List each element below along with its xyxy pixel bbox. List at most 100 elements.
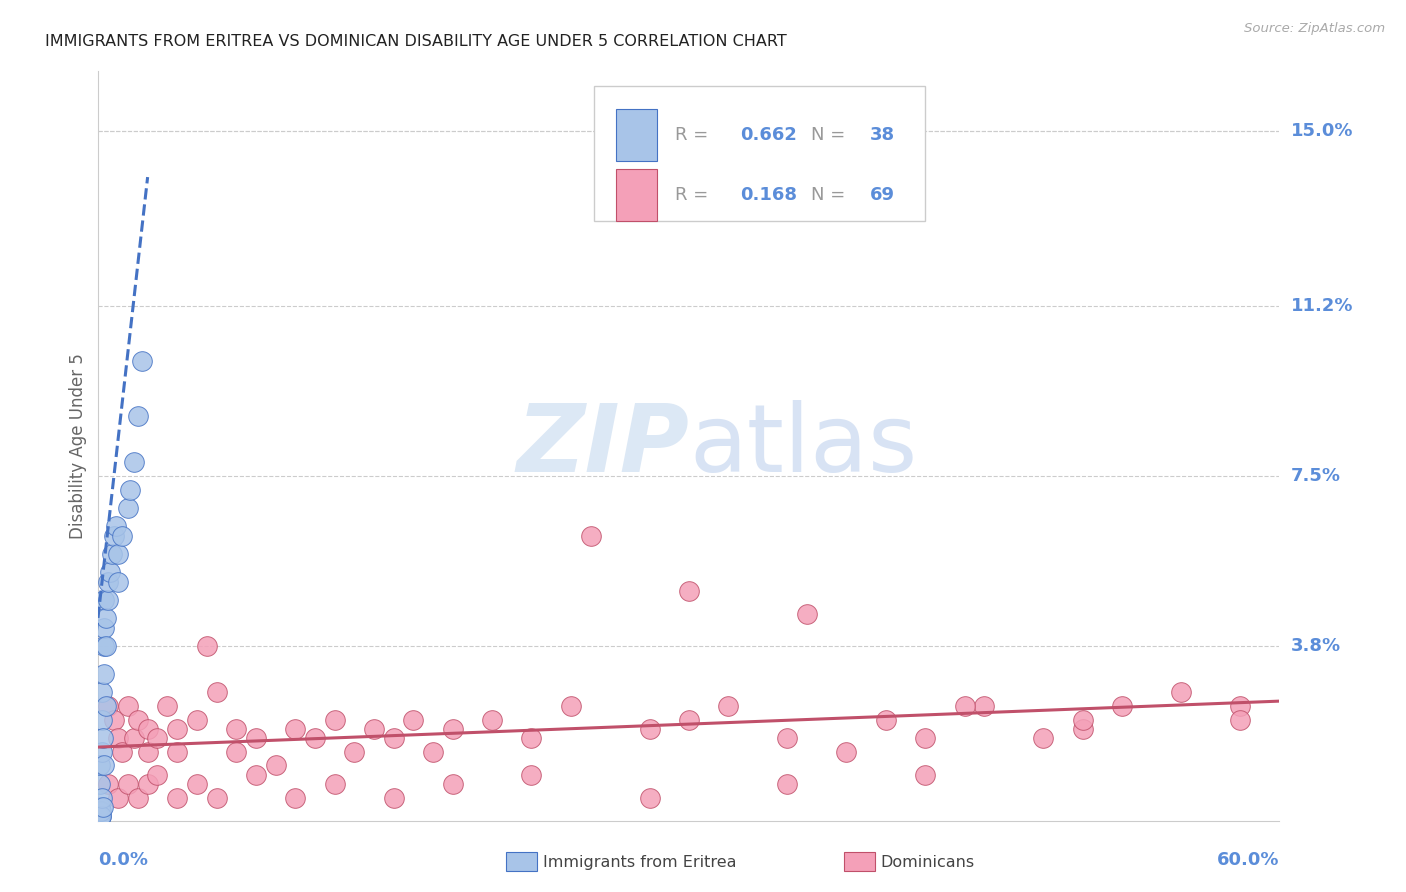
Point: [245, 731, 267, 745]
Point: [91, 685, 114, 699]
Point: [107, 790, 129, 805]
Point: [776, 731, 799, 745]
Point: [136, 745, 159, 759]
Point: [111, 745, 134, 759]
Text: Source: ZipAtlas.com: Source: ZipAtlas.com: [1244, 22, 1385, 36]
Point: [96, 639, 118, 653]
Text: IMMIGRANTS FROM ERITREA VS DOMINICAN DISABILITY AGE UNDER 5 CORRELATION CHART: IMMIGRANTS FROM ERITREA VS DOMINICAN DIS…: [45, 35, 787, 49]
Point: [717, 698, 740, 713]
Point: [363, 722, 385, 736]
Point: [481, 713, 503, 727]
Text: atlas: atlas: [689, 400, 917, 492]
Point: [264, 758, 287, 772]
Text: 15.0%: 15.0%: [1291, 122, 1353, 140]
Point: [107, 574, 129, 589]
Point: [166, 722, 188, 736]
Point: [117, 777, 139, 791]
Point: [343, 745, 366, 759]
Text: 0.168: 0.168: [740, 186, 797, 204]
Text: ZIP: ZIP: [516, 400, 689, 492]
Point: [323, 713, 346, 727]
Point: [914, 731, 936, 745]
Point: [117, 698, 139, 713]
Text: R =: R =: [675, 126, 714, 144]
Point: [131, 354, 153, 368]
Point: [225, 745, 247, 759]
Point: [1071, 713, 1094, 727]
Point: [225, 722, 247, 736]
Point: [93, 731, 115, 745]
Point: [284, 790, 307, 805]
Point: [107, 731, 129, 745]
Point: [973, 698, 995, 713]
Point: [304, 731, 326, 745]
Point: [441, 722, 464, 736]
Point: [103, 713, 125, 727]
Point: [1071, 722, 1094, 736]
Point: [186, 777, 208, 791]
Point: [1170, 685, 1192, 699]
Point: [156, 698, 179, 713]
Text: 7.5%: 7.5%: [1291, 467, 1340, 485]
Point: [89, 805, 111, 819]
Point: [284, 722, 307, 736]
Point: [89, 809, 111, 823]
Point: [122, 731, 145, 745]
Point: [107, 547, 129, 561]
Point: [118, 483, 141, 497]
Point: [638, 790, 661, 805]
Text: N =: N =: [811, 126, 851, 144]
Point: [127, 713, 149, 727]
Point: [90, 809, 112, 823]
FancyBboxPatch shape: [616, 169, 657, 221]
Point: [90, 805, 112, 819]
Text: 0.0%: 0.0%: [98, 851, 149, 869]
Point: [91, 790, 114, 805]
Point: [166, 745, 188, 759]
Point: [122, 455, 145, 469]
Point: [245, 767, 267, 781]
Point: [97, 574, 120, 589]
Point: [520, 767, 543, 781]
Text: N =: N =: [811, 186, 851, 204]
Point: [560, 698, 582, 713]
Point: [91, 713, 114, 727]
Point: [98, 566, 121, 580]
Point: [678, 583, 700, 598]
Point: [111, 528, 134, 542]
Text: Immigrants from Eritrea: Immigrants from Eritrea: [543, 855, 737, 870]
Point: [520, 731, 543, 745]
Point: [93, 666, 115, 681]
Point: [89, 800, 111, 814]
Point: [638, 722, 661, 736]
Point: [89, 758, 111, 772]
Point: [136, 777, 159, 791]
Text: 3.8%: 3.8%: [1291, 637, 1341, 655]
Point: [90, 809, 112, 823]
Point: [117, 501, 139, 516]
Point: [1229, 698, 1251, 713]
Point: [835, 745, 858, 759]
Point: [93, 639, 115, 653]
Text: 11.2%: 11.2%: [1291, 297, 1353, 315]
Point: [776, 777, 799, 791]
Point: [89, 809, 111, 823]
Text: R =: R =: [675, 186, 714, 204]
Text: 0.662: 0.662: [740, 126, 797, 144]
Point: [678, 713, 700, 727]
Point: [127, 409, 149, 424]
Point: [914, 767, 936, 781]
Text: 38: 38: [870, 126, 894, 144]
Point: [101, 547, 124, 561]
Point: [195, 639, 218, 653]
Point: [146, 731, 169, 745]
Point: [93, 800, 115, 814]
Point: [422, 745, 444, 759]
Text: 69: 69: [870, 186, 894, 204]
Text: Dominicans: Dominicans: [880, 855, 974, 870]
Point: [89, 777, 111, 791]
Point: [1032, 731, 1054, 745]
FancyBboxPatch shape: [616, 109, 657, 161]
Point: [186, 713, 208, 727]
Point: [91, 745, 114, 759]
